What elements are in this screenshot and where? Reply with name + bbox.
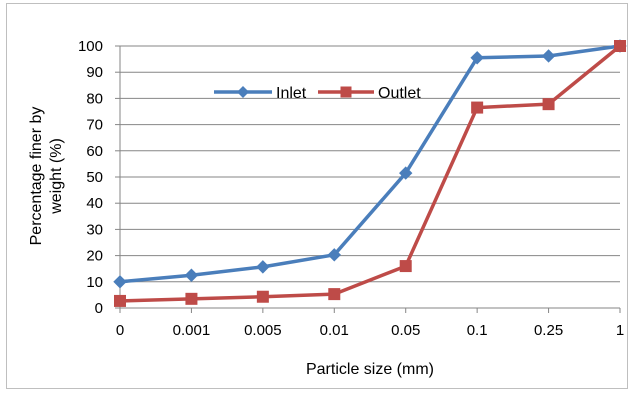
data-point-outlet — [328, 288, 341, 301]
y-tick-labels: 0 10 20 30 40 50 60 70 80 90 100 — [78, 38, 103, 317]
x-tick-label: 0.05 — [391, 322, 420, 339]
x-tick-label: 0.01 — [320, 322, 349, 339]
data-point-outlet — [471, 101, 484, 114]
data-point-outlet — [185, 292, 198, 305]
x-tick-label: 0.001 — [173, 322, 211, 339]
y-tick-label: 20 — [86, 248, 103, 265]
x-tick-label: 0.005 — [244, 322, 282, 339]
series-outlet — [114, 40, 626, 307]
data-point-outlet — [256, 290, 269, 303]
data-point-inlet — [184, 268, 199, 282]
y-tick-label: 50 — [86, 169, 103, 186]
data-point-outlet — [614, 40, 626, 52]
data-point-inlet — [256, 260, 270, 274]
data-point-inlet — [327, 248, 341, 262]
data-point-inlet — [399, 166, 413, 180]
gridlines — [120, 45, 620, 283]
y-tick-label: 80 — [86, 90, 103, 107]
y-tick-label: 100 — [78, 38, 103, 55]
x-tick-labels: 0 0.001 0.005 0.01 0.05 0.1 0.25 1 — [116, 322, 624, 339]
data-point-outlet — [114, 294, 126, 307]
data-point-outlet — [542, 98, 555, 111]
data-point-inlet — [541, 49, 556, 63]
y-tick-label: 60 — [86, 143, 103, 160]
x-tick-label: 0.25 — [534, 322, 563, 339]
series-group — [113, 39, 627, 307]
x-tick-label: 1 — [616, 322, 624, 339]
legend-marker-inlet — [237, 86, 249, 98]
y-tick-label: 40 — [86, 195, 103, 212]
data-point-inlet — [470, 51, 484, 65]
legend-label-inlet: Inlet — [276, 85, 307, 102]
x-axis-title: Particle size (mm) — [306, 361, 434, 378]
series-inlet — [113, 39, 627, 289]
legend: Inlet Outlet — [214, 85, 421, 102]
y-tick-label: 70 — [86, 117, 103, 134]
data-point-inlet — [113, 275, 127, 289]
x-tick-label: 0.1 — [467, 322, 488, 339]
chart-frame — [6, 3, 628, 389]
legend-label-outlet: Outlet — [378, 85, 421, 102]
series-line-outlet — [119, 44, 622, 303]
y-tick-label: 10 — [86, 274, 103, 291]
y-tick-label: 90 — [86, 64, 103, 81]
x-tick-label: 0 — [116, 322, 124, 339]
y-axis-title-line2: weight (%) — [48, 138, 65, 215]
legend-marker-outlet — [340, 86, 352, 98]
y-tick-label: 30 — [86, 221, 103, 238]
series-line-inlet — [119, 44, 621, 284]
y-tick-label: 0 — [95, 300, 103, 317]
data-point-outlet — [399, 260, 412, 273]
y-axis-title-line1: Percentage finer by — [28, 107, 45, 246]
